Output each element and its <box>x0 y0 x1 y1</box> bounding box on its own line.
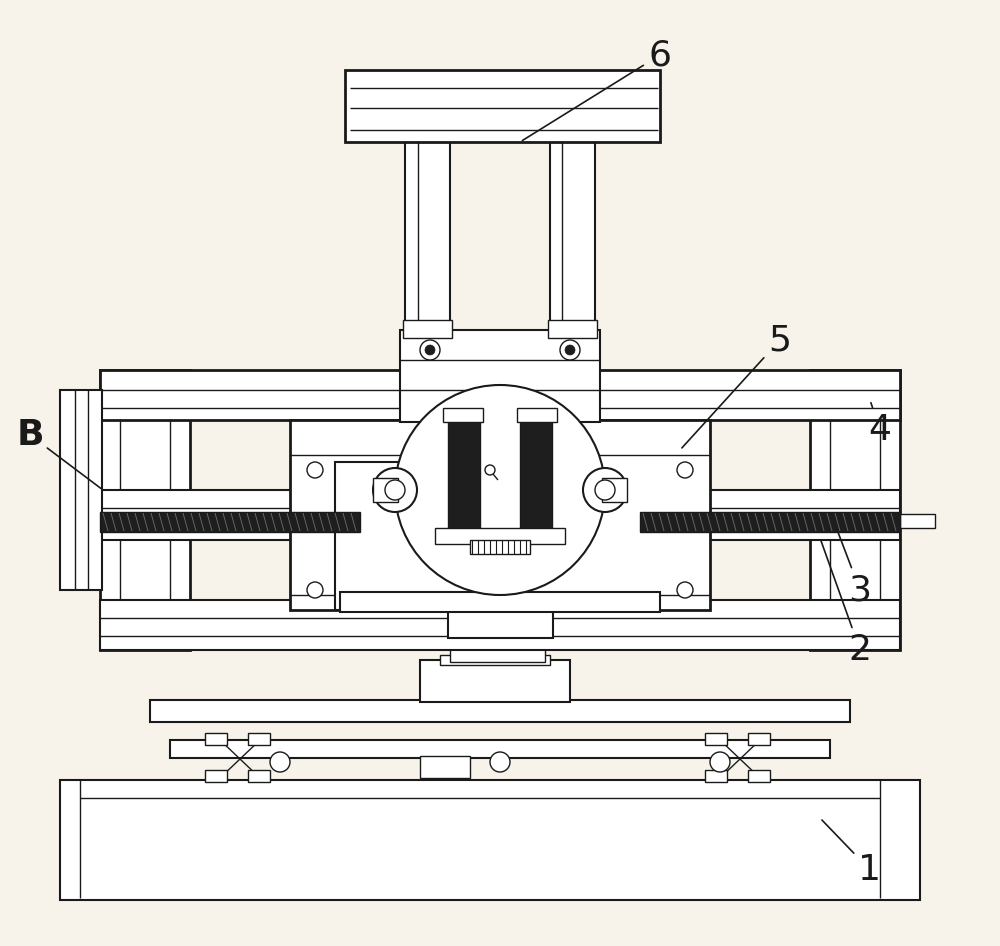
Bar <box>345 70 660 142</box>
Text: B: B <box>16 418 44 452</box>
Circle shape <box>677 582 693 598</box>
Text: 4: 4 <box>868 403 892 447</box>
Bar <box>900 514 935 528</box>
Bar <box>335 462 525 610</box>
Bar <box>170 740 830 758</box>
Bar <box>448 600 553 638</box>
Text: B: B <box>18 418 101 488</box>
Circle shape <box>307 582 323 598</box>
Text: 5: 5 <box>682 323 792 448</box>
Bar <box>460 632 535 642</box>
Circle shape <box>710 752 730 772</box>
Bar <box>290 420 710 610</box>
Bar <box>248 733 270 745</box>
Bar <box>450 640 545 662</box>
Bar <box>420 660 570 702</box>
Text: 6: 6 <box>522 38 672 141</box>
Bar <box>405 140 450 335</box>
Bar <box>100 600 900 650</box>
Circle shape <box>373 468 417 512</box>
Circle shape <box>420 340 440 360</box>
Circle shape <box>677 462 693 478</box>
Bar <box>640 512 900 532</box>
Bar <box>458 595 543 605</box>
Circle shape <box>485 465 495 475</box>
Text: 1: 1 <box>822 820 882 887</box>
Bar <box>435 528 565 544</box>
Circle shape <box>565 345 575 355</box>
Bar <box>205 770 227 782</box>
Bar <box>748 770 770 782</box>
Bar <box>100 490 900 540</box>
Bar <box>470 570 528 602</box>
Circle shape <box>583 468 627 512</box>
Bar <box>443 408 483 422</box>
Bar <box>400 330 600 422</box>
Circle shape <box>395 385 605 595</box>
Bar <box>60 780 920 900</box>
Bar <box>748 733 770 745</box>
Bar <box>248 770 270 782</box>
Circle shape <box>490 752 510 772</box>
Bar <box>705 733 727 745</box>
Bar <box>517 408 557 422</box>
Bar <box>810 370 900 650</box>
Text: 3: 3 <box>837 530 872 607</box>
Circle shape <box>307 462 323 478</box>
Bar <box>100 370 900 420</box>
Circle shape <box>425 345 435 355</box>
Text: 2: 2 <box>821 540 872 667</box>
Circle shape <box>560 340 580 360</box>
Bar <box>403 320 452 338</box>
Bar <box>440 655 550 665</box>
Bar <box>340 592 660 612</box>
Bar <box>602 478 627 502</box>
Bar <box>205 733 227 745</box>
Bar <box>550 140 595 335</box>
Bar <box>470 540 530 554</box>
Bar <box>705 770 727 782</box>
Bar <box>150 700 850 722</box>
Circle shape <box>385 480 405 500</box>
Bar <box>100 370 190 650</box>
Bar <box>373 478 398 502</box>
Bar <box>60 390 102 590</box>
Bar <box>520 420 552 530</box>
Circle shape <box>595 480 615 500</box>
Bar <box>448 420 480 530</box>
Bar <box>100 512 360 532</box>
Bar <box>548 320 597 338</box>
Circle shape <box>270 752 290 772</box>
Bar <box>420 756 470 778</box>
